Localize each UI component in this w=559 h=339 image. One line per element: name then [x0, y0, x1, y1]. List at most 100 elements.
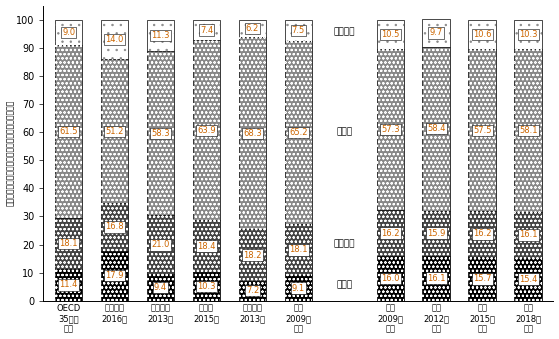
Bar	[101, 59, 129, 203]
Text: 57.3: 57.3	[381, 125, 400, 134]
Text: 低所得層: 低所得層	[334, 239, 355, 248]
Text: 57.5: 57.5	[473, 126, 491, 135]
Bar	[55, 269, 82, 301]
Bar	[468, 49, 496, 211]
Text: 10.3: 10.3	[197, 282, 216, 291]
Bar	[239, 37, 266, 230]
Bar	[193, 220, 220, 272]
Bar	[285, 41, 312, 224]
Text: 17.9: 17.9	[105, 271, 124, 280]
Bar	[423, 19, 450, 47]
Bar	[239, 230, 266, 281]
Bar	[468, 20, 496, 49]
Text: 14.0: 14.0	[106, 35, 124, 44]
Bar	[193, 272, 220, 301]
Text: 16.1: 16.1	[519, 231, 537, 239]
Bar	[101, 59, 129, 203]
Text: 18.2: 18.2	[243, 251, 262, 260]
Text: 58.4: 58.4	[427, 124, 446, 133]
Text: 15.7: 15.7	[473, 274, 491, 283]
Text: 7.5: 7.5	[292, 26, 305, 35]
Bar	[101, 20, 129, 59]
Bar	[423, 256, 450, 301]
Text: 51.2: 51.2	[106, 127, 124, 136]
Bar	[239, 20, 266, 37]
Bar	[101, 203, 129, 251]
Bar	[377, 210, 404, 256]
Bar	[514, 258, 542, 301]
Bar	[423, 211, 450, 256]
Bar	[423, 47, 450, 211]
Text: 21.0: 21.0	[151, 240, 170, 250]
Bar	[55, 20, 82, 45]
Bar	[193, 272, 220, 301]
Bar	[101, 20, 129, 59]
Text: 58.1: 58.1	[519, 126, 537, 135]
Bar	[55, 20, 82, 45]
Bar	[468, 211, 496, 257]
Text: 中間層: 中間層	[337, 127, 352, 136]
Bar	[285, 224, 312, 275]
Bar	[468, 211, 496, 257]
Bar	[423, 19, 450, 47]
Text: 65.2: 65.2	[289, 128, 307, 137]
Text: 68.3: 68.3	[243, 129, 262, 138]
Text: 9.7: 9.7	[430, 28, 443, 38]
Bar	[514, 212, 542, 258]
Bar	[239, 230, 266, 281]
Bar	[55, 45, 82, 218]
Bar	[377, 20, 404, 49]
Bar	[285, 224, 312, 275]
Bar	[468, 257, 496, 301]
Text: 61.5: 61.5	[59, 127, 78, 136]
Bar	[147, 215, 174, 275]
Text: 9.1: 9.1	[292, 283, 305, 293]
Bar	[101, 251, 129, 301]
Bar	[423, 256, 450, 301]
Bar	[193, 40, 220, 220]
Bar	[514, 258, 542, 301]
Bar	[101, 251, 129, 301]
Text: 16.0: 16.0	[381, 274, 400, 283]
Bar	[193, 20, 220, 40]
Bar	[101, 203, 129, 251]
Bar	[377, 49, 404, 210]
Bar	[514, 20, 542, 49]
Text: 貧困層: 貧困層	[337, 280, 352, 289]
Text: 63.9: 63.9	[197, 126, 216, 135]
Bar	[147, 275, 174, 301]
Bar	[468, 20, 496, 49]
Text: 7.4: 7.4	[200, 25, 213, 35]
Bar	[285, 20, 312, 41]
Text: 18.1: 18.1	[59, 239, 78, 248]
Bar	[55, 218, 82, 269]
Text: 16.8: 16.8	[105, 222, 124, 232]
Text: 18.4: 18.4	[197, 241, 216, 251]
Bar	[377, 49, 404, 210]
Bar	[285, 275, 312, 301]
Bar	[239, 37, 266, 230]
Text: 10.5: 10.5	[381, 30, 400, 39]
Bar	[377, 256, 404, 301]
Text: 16.2: 16.2	[381, 228, 400, 238]
Bar	[377, 20, 404, 49]
Bar	[285, 275, 312, 301]
Bar	[193, 220, 220, 272]
Bar	[55, 45, 82, 218]
Bar	[285, 20, 312, 41]
Text: 高所得層: 高所得層	[334, 28, 355, 37]
Bar	[514, 49, 542, 212]
Bar	[193, 40, 220, 220]
Bar	[147, 20, 174, 52]
Bar	[514, 49, 542, 212]
Text: 11.4: 11.4	[59, 280, 78, 289]
Bar	[147, 52, 174, 215]
Bar	[147, 20, 174, 52]
Bar	[514, 20, 542, 49]
Text: 18.1: 18.1	[289, 245, 307, 254]
Bar	[239, 281, 266, 301]
Bar	[239, 281, 266, 301]
Text: 16.1: 16.1	[427, 274, 446, 283]
Text: 15.4: 15.4	[519, 275, 537, 284]
Y-axis label: 貧困層、低所得層、中間層、高所得層の割合（％）: 貧困層、低所得層、中間層、高所得層の割合（％）	[6, 100, 15, 206]
